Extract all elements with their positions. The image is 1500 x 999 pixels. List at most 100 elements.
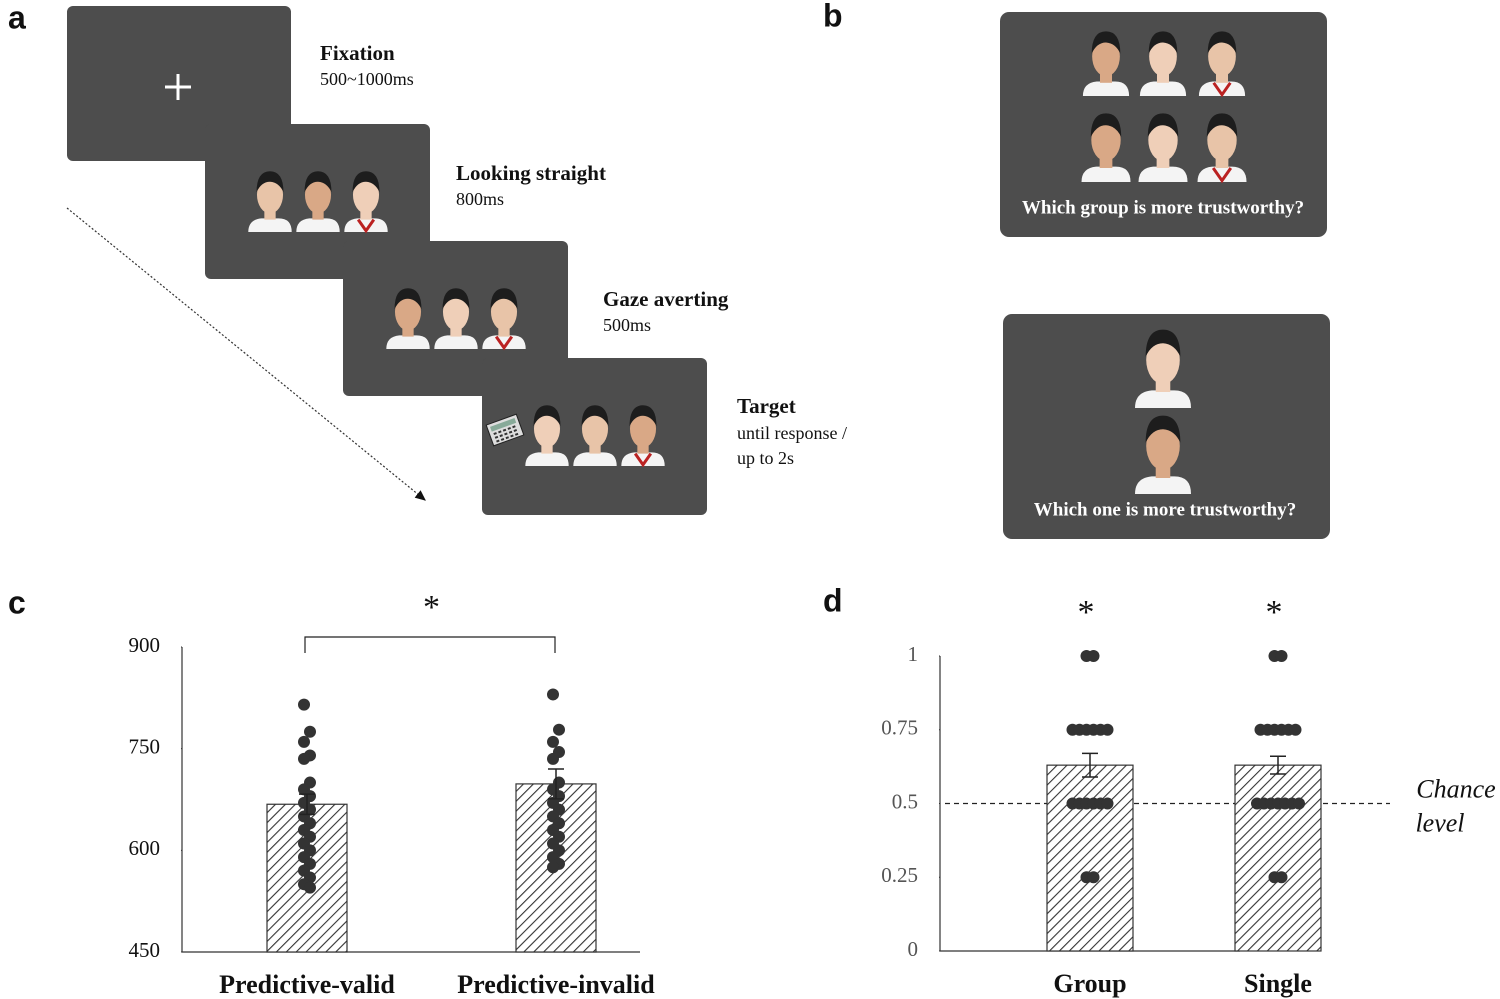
bar: [1046, 764, 1134, 952]
step-title: Gaze averting: [603, 287, 729, 311]
error-bar-line: [548, 768, 564, 800]
y-tick-label: 750: [129, 734, 161, 758]
shirt: [1138, 166, 1188, 182]
face-photo: [386, 288, 430, 349]
hair: [1091, 31, 1121, 54]
neck: [498, 324, 510, 337]
panel-label: b: [823, 0, 843, 33]
y-tick-label: 0.75: [881, 716, 918, 740]
data-point: [553, 723, 565, 736]
head: [1146, 422, 1180, 470]
shirt: [621, 452, 665, 466]
error-bar: [1082, 752, 1098, 778]
head: [1149, 36, 1177, 77]
x-tick-label: Predictive-invalid: [457, 970, 655, 999]
face-photo: [1135, 329, 1192, 408]
bar: [1234, 764, 1322, 952]
y-tick-label: 600: [129, 836, 161, 860]
collar: [1212, 81, 1232, 98]
y-tick-label: 1: [908, 642, 919, 666]
data-point: [304, 881, 316, 894]
face-photo: [344, 171, 388, 234]
data-point: [1275, 650, 1288, 662]
hair: [394, 288, 422, 310]
head: [1091, 119, 1121, 161]
collar: [633, 452, 653, 468]
fixation-cross: [165, 74, 191, 100]
hair: [442, 288, 470, 310]
face-photo: [434, 288, 478, 349]
neck: [450, 324, 462, 337]
y-tick-label: 0.5: [892, 789, 918, 813]
step-title: Looking straight: [456, 161, 606, 185]
hair: [1148, 31, 1178, 54]
head: [352, 176, 380, 214]
collar: [356, 218, 376, 234]
question: Which group is more trustworthy?: [1022, 197, 1304, 218]
x-tick-label: Single: [1244, 969, 1312, 998]
head: [1207, 119, 1237, 161]
hair: [1145, 329, 1181, 357]
significance-star: *: [1078, 594, 1095, 631]
error-bar: [299, 793, 315, 816]
data-point: [1101, 797, 1114, 810]
data-point: [547, 861, 559, 874]
error-bar-line: [1082, 752, 1098, 778]
panel-label: c: [8, 584, 26, 620]
face-photo: [1081, 113, 1131, 182]
step-duration: up to 2s: [737, 448, 794, 468]
head: [304, 176, 332, 214]
data-point: [1289, 723, 1302, 736]
data-point: [1087, 650, 1100, 662]
hair: [1145, 415, 1181, 443]
error-bar-line: [1270, 755, 1286, 775]
face-photo: [573, 405, 617, 466]
x-tick-label: Predictive-valid: [219, 970, 395, 999]
face-photo: [296, 171, 340, 232]
shirt: [1135, 476, 1192, 494]
head: [1092, 36, 1120, 77]
shirt: [525, 452, 569, 466]
hair: [1090, 113, 1122, 138]
head: [442, 293, 470, 331]
y-tick-label: 0.25: [881, 863, 918, 887]
error-bar: [1270, 755, 1286, 775]
shirt: [248, 218, 292, 232]
collar: [494, 335, 514, 351]
hair: [533, 405, 561, 427]
hair: [1207, 31, 1237, 54]
panel-label: d: [823, 582, 843, 618]
significance-bracket: [304, 636, 556, 653]
hair: [581, 405, 609, 427]
step-duration: until response /: [737, 423, 847, 443]
significance-star: *: [1266, 594, 1283, 631]
face-photo: [525, 405, 569, 466]
neck: [541, 441, 553, 454]
hair: [352, 171, 380, 193]
head: [256, 176, 284, 214]
head: [1146, 336, 1180, 384]
head: [490, 293, 518, 331]
face-photo: [1198, 31, 1246, 98]
data-point: [547, 752, 559, 765]
data-point: [1101, 723, 1114, 736]
hair: [1206, 113, 1238, 138]
face-photo: [1138, 113, 1188, 182]
face-photo: [1082, 31, 1130, 96]
data-point: [298, 735, 310, 748]
shirt: [1135, 390, 1192, 408]
shirt: [386, 335, 430, 349]
x-tick-label: Group: [1053, 969, 1126, 998]
reference-label: Chance: [1416, 774, 1495, 803]
shirt: [1139, 81, 1187, 96]
hair: [1147, 113, 1179, 138]
error-bar: [548, 768, 564, 800]
step-duration: 500~1000ms: [320, 69, 414, 89]
shirt: [1082, 81, 1130, 96]
shirt: [1198, 81, 1246, 96]
hair: [629, 405, 657, 427]
hair: [490, 288, 518, 310]
face-photo: [1139, 31, 1187, 96]
data-point: [1087, 871, 1100, 884]
